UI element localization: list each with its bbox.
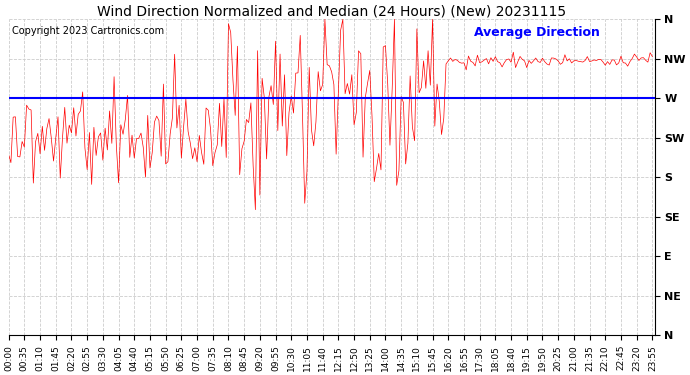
Text: Copyright 2023 Cartronics.com: Copyright 2023 Cartronics.com [12,26,164,36]
Text: Average Direction: Average Direction [474,26,600,39]
Title: Wind Direction Normalized and Median (24 Hours) (New) 20231115: Wind Direction Normalized and Median (24… [97,4,566,18]
